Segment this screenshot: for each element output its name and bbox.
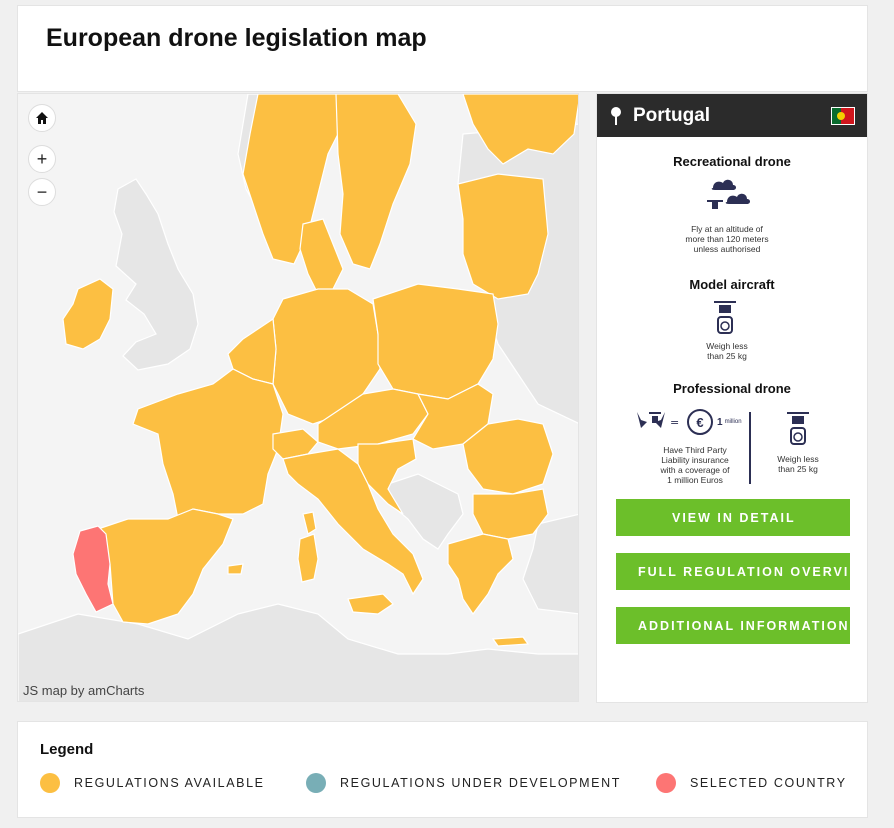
recreational-rule: Fly at an altitude of more than 120 meter… (685, 224, 769, 254)
model-aircraft-rule: Weigh less than 25 kg (706, 341, 748, 361)
insurance-icon: = € 1 million (635, 407, 743, 437)
poland[interactable] (372, 283, 499, 400)
home-button[interactable] (28, 104, 56, 132)
red-dot-icon (656, 773, 676, 793)
sicily[interactable] (347, 593, 394, 615)
plus-icon: + (36, 148, 48, 169)
africa[interactable] (18, 603, 579, 702)
pin-icon (611, 106, 621, 125)
teal-dot-icon (306, 773, 326, 793)
spain[interactable] (97, 508, 234, 625)
full-regulation-overview-button[interactable]: FULL REGULATION OVERVIEW (616, 553, 850, 590)
baltics[interactable] (457, 173, 549, 300)
balearic[interactable] (227, 563, 244, 575)
divider (749, 412, 751, 484)
zoom-in-button[interactable]: + (28, 145, 56, 173)
country-detail-panel: Portugal Recreational drone Fly at an al… (596, 93, 868, 703)
legend-item-available: REGULATIONS AVAILABLE (40, 773, 265, 793)
model-aircraft-title: Model aircraft (689, 277, 775, 292)
country-name: Portugal (633, 104, 711, 126)
drone-cloud-icon (707, 179, 750, 209)
sardinia[interactable] (297, 533, 319, 583)
legend-item-selected: SELECTED COUNTRY (656, 773, 847, 793)
finland[interactable] (462, 94, 579, 165)
header-card: European drone legislation map (17, 5, 868, 92)
additional-information-button[interactable]: ADDITIONAL INFORMATION (616, 607, 850, 644)
corsica[interactable] (302, 511, 317, 535)
map-panel[interactable]: + − JS map by amCharts (17, 93, 579, 702)
great-britain[interactable] (113, 178, 199, 371)
legend-item-under-development: REGULATIONS UNDER DEVELOPMENT (306, 773, 621, 793)
page-title: European drone legislation map (46, 24, 427, 52)
zoom-out-button[interactable]: − (28, 178, 56, 206)
drone-weight-icon (787, 412, 809, 445)
turkey[interactable] (522, 513, 579, 615)
professional-title: Professional drone (673, 381, 791, 396)
europe-map[interactable] (18, 94, 579, 702)
portugal-flag-icon (831, 106, 855, 125)
france[interactable] (132, 368, 284, 520)
italy[interactable] (282, 448, 424, 596)
country-header: Portugal (597, 94, 867, 137)
svg-text:=: = (670, 416, 679, 429)
bulgaria[interactable] (472, 488, 549, 540)
euro-icon: € (687, 409, 713, 435)
ireland[interactable] (62, 278, 114, 350)
yellow-dot-icon (40, 773, 60, 793)
minus-icon: − (36, 181, 48, 202)
recreational-title: Recreational drone (673, 154, 791, 169)
legend-title: Legend (40, 741, 94, 758)
professional-weight-rule: Weigh less than 25 kg (777, 454, 819, 474)
crete[interactable] (491, 636, 530, 647)
legend: Legend REGULATIONS AVAILABLE REGULATIONS… (17, 721, 868, 818)
view-in-detail-button[interactable]: VIEW IN DETAIL (616, 499, 850, 536)
insurance-rule: Have Third Party Liability insurance with … (660, 445, 730, 485)
drone-weight-icon (714, 301, 736, 334)
greece[interactable] (447, 533, 514, 616)
map-credit-link[interactable]: JS map by amCharts (23, 683, 145, 698)
romania[interactable] (462, 418, 554, 495)
home-icon (36, 112, 48, 124)
czech-austria[interactable] (317, 388, 429, 450)
sweden[interactable] (335, 94, 417, 270)
portugal[interactable] (72, 525, 114, 613)
